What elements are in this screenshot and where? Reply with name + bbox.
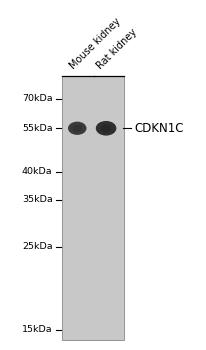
Ellipse shape xyxy=(73,125,82,132)
Text: 35kDa: 35kDa xyxy=(22,195,53,204)
Ellipse shape xyxy=(101,124,111,132)
Text: 70kDa: 70kDa xyxy=(22,94,53,103)
Bar xyxy=(62,76,124,340)
Text: 25kDa: 25kDa xyxy=(22,243,53,252)
Text: CDKN1C: CDKN1C xyxy=(134,122,183,135)
Text: Mouse kidney: Mouse kidney xyxy=(68,16,123,71)
Text: Rat kidney: Rat kidney xyxy=(95,27,139,71)
Text: 15kDa: 15kDa xyxy=(22,325,53,334)
Text: 40kDa: 40kDa xyxy=(22,167,53,176)
Ellipse shape xyxy=(96,121,116,135)
Ellipse shape xyxy=(68,122,87,135)
Text: 55kDa: 55kDa xyxy=(22,124,53,133)
